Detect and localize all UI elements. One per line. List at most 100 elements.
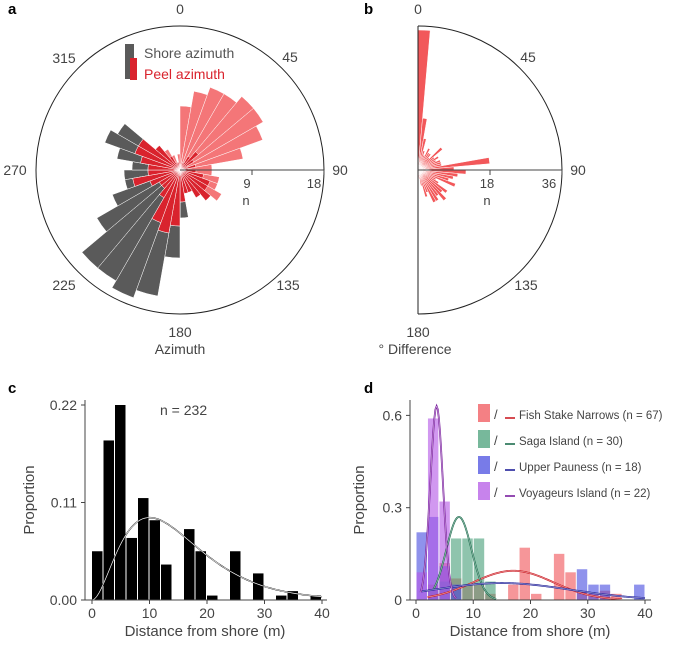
panel-b: b 18 36 n 0 45 90 135 180 ° Difference <box>364 1 586 357</box>
distance-bar <box>115 405 126 600</box>
overlap-bar <box>179 169 201 199</box>
x-tick-label: 10 <box>465 605 481 621</box>
panel-b-rtick-unit: n <box>483 193 490 208</box>
series-1-bar <box>462 538 473 600</box>
overlap-bar <box>169 155 181 171</box>
panel-a-angle-315: 315 <box>52 50 76 66</box>
series-1-bar <box>485 581 496 600</box>
panel-b-xlabel: ° Difference <box>378 341 451 357</box>
panel-c-annotation: n = 232 <box>160 402 207 418</box>
x-tick-label: 0 <box>88 605 96 621</box>
panel-c-ticks: 0 10 20 30 40 0.00 0.11 0.22 <box>50 397 330 621</box>
x-tick-label: 30 <box>580 605 596 621</box>
distance-bar <box>103 440 114 600</box>
panel-a-angle-270: 270 <box>3 162 27 178</box>
series-3-bar <box>439 501 450 600</box>
difference-bar <box>417 169 428 198</box>
panel-a-angle-135: 135 <box>276 277 300 293</box>
distance-bar <box>184 529 195 600</box>
peel-bar <box>179 147 244 171</box>
panel-c-bars <box>92 405 321 600</box>
legend-fsn-swatch <box>478 404 490 422</box>
overlap-bar <box>176 161 181 171</box>
panel-a-rtick-unit: n <box>242 193 249 208</box>
panel-c-ylabel: Proportion <box>21 465 38 534</box>
panel-b-angle-0: 0 <box>414 1 422 17</box>
series-2-bar <box>576 569 588 600</box>
panel-d-ticks: 0 10 20 30 40 0 0.3 0.6 <box>383 407 653 621</box>
difference-bar <box>417 155 440 171</box>
panel-d-legend: / Fish Stake Narrows (n = 67) / Saga Isl… <box>478 404 663 500</box>
x-tick-label: 40 <box>637 605 653 621</box>
overlap-bar <box>155 145 181 171</box>
panel-d-bars <box>416 418 645 600</box>
distance-bar <box>138 498 149 600</box>
series-2-fit-curve-highlight <box>421 582 646 599</box>
distance-bar <box>287 591 298 600</box>
panel-c-fit-curve-highlight <box>91 517 323 601</box>
legend-peel-label: Peel azimuth <box>144 66 225 82</box>
distance-bar <box>195 551 206 600</box>
legend-fsn-slash: / <box>494 407 498 422</box>
series-1-bar <box>473 538 485 600</box>
overlap-bar <box>132 169 181 187</box>
distance-bar <box>207 595 218 600</box>
panel-d-letter: d <box>364 380 373 397</box>
series-0-bar <box>508 584 519 600</box>
panel-a-angle-180: 180 <box>168 324 192 340</box>
difference-bar <box>417 147 443 171</box>
distance-bar <box>126 537 137 600</box>
legend-saga-label: Saga Island (n = 30) <box>519 436 623 448</box>
series-2-bar <box>450 584 462 600</box>
overlap-bar <box>138 138 181 171</box>
series-3-bar <box>427 418 439 600</box>
legend-voy-label: Voyageurs Island (n = 22) <box>519 488 651 500</box>
panel-a-rtick-9: 9 <box>243 176 250 191</box>
series-2-bar <box>634 584 645 600</box>
series-1-fit-curve-highlight <box>432 516 497 600</box>
series-0-fit-curve-highlight <box>427 570 623 600</box>
panel-a-angle-45: 45 <box>282 49 298 65</box>
panel-a-xlabel: Azimuth <box>155 341 206 357</box>
panel-c-letter: c <box>8 380 16 397</box>
y-tick-label: 0.00 <box>50 592 77 608</box>
overlap-bar <box>179 169 211 201</box>
difference-bar <box>417 169 448 194</box>
panel-b-angle-180: 180 <box>406 324 430 340</box>
x-tick-label: 10 <box>142 605 158 621</box>
difference-bar <box>417 169 437 203</box>
peel-bar <box>179 125 264 171</box>
legend-saga-swatch <box>478 430 490 448</box>
y-tick-label: 0.6 <box>383 407 403 423</box>
panel-b-bars <box>417 29 491 203</box>
y-tick-label: 0 <box>394 592 402 608</box>
x-tick-label: 0 <box>412 605 420 621</box>
distance-bar <box>253 573 264 600</box>
series-0-bar <box>553 553 565 600</box>
panel-d-ylabel: Proportion <box>351 465 368 534</box>
distance-bar <box>149 520 160 600</box>
x-tick-label: 30 <box>257 605 273 621</box>
legend-voy-slash: / <box>494 485 498 500</box>
distance-bar <box>161 564 172 600</box>
x-tick-label: 20 <box>199 605 215 621</box>
legend-upper-slash: / <box>494 459 498 474</box>
panel-d-curves <box>419 403 646 601</box>
difference-bar <box>417 169 447 201</box>
legend-upper-label: Upper Pauness (n = 18) <box>519 462 642 474</box>
series-0-bar <box>565 572 576 600</box>
series-0-bar <box>531 593 542 600</box>
series-1-bar <box>450 538 462 600</box>
x-tick-label: 40 <box>314 605 330 621</box>
panel-c: c 0 10 20 30 40 0.00 0.11 0.22 n = 232 Distance… <box>8 380 330 640</box>
panel-b-rtick-18: 18 <box>480 176 494 191</box>
series-0-bar <box>611 593 622 600</box>
distance-bar <box>230 551 241 600</box>
legend-swatch-peel <box>130 58 137 80</box>
panel-c-xlabel: Distance from shore (m) <box>125 623 286 640</box>
panel-a: a 9 18 n 0 45 90 135 180 225 270 315 Azi… <box>3 1 348 357</box>
distance-bar <box>310 595 321 600</box>
panel-a-angle-0: 0 <box>176 1 184 17</box>
shore-bar <box>96 169 181 233</box>
panel-d-xlabel: Distance from shore (m) <box>450 623 611 640</box>
